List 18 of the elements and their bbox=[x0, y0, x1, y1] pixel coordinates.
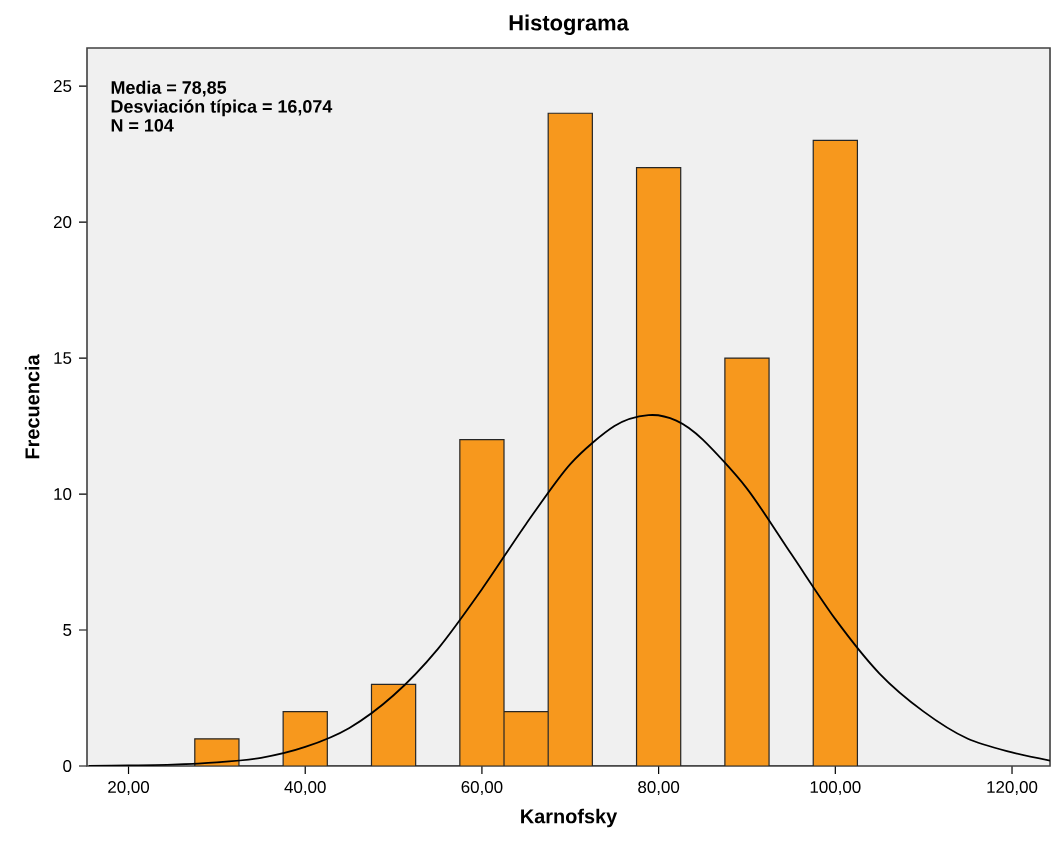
x-tick-label: 120,00 bbox=[987, 781, 1038, 796]
annotation: N = 104 bbox=[111, 119, 174, 132]
x-axis-title: Karnofsky bbox=[521, 808, 618, 828]
chart-title: Histograma bbox=[509, 14, 629, 36]
x-tick-label: 100,00 bbox=[810, 781, 861, 796]
x-tick-label: 40,00 bbox=[284, 781, 326, 796]
y-tick-label: 25 bbox=[53, 80, 72, 93]
y-tick-label: 5 bbox=[63, 624, 72, 636]
y-tick-label: 20 bbox=[53, 216, 72, 229]
y-tick-label: 10 bbox=[54, 488, 72, 501]
x-tick-label: 80,00 bbox=[638, 781, 680, 796]
annotation: Media = 78,85 bbox=[111, 80, 227, 97]
annotation: Desviación típica = 16,074 bbox=[111, 99, 333, 117]
y-tick-label: 0 bbox=[63, 760, 72, 772]
x-tick-label: 20,00 bbox=[108, 781, 150, 796]
y-tick-label: 15 bbox=[54, 352, 72, 364]
y-axis-title: Frecuencia bbox=[24, 354, 40, 459]
x-tick-label: 60,00 bbox=[461, 781, 503, 796]
